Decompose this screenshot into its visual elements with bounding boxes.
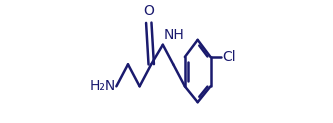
Text: H₂N: H₂N (90, 79, 116, 93)
Text: NH: NH (164, 28, 184, 42)
Text: Cl: Cl (222, 50, 236, 64)
Text: O: O (143, 4, 154, 18)
